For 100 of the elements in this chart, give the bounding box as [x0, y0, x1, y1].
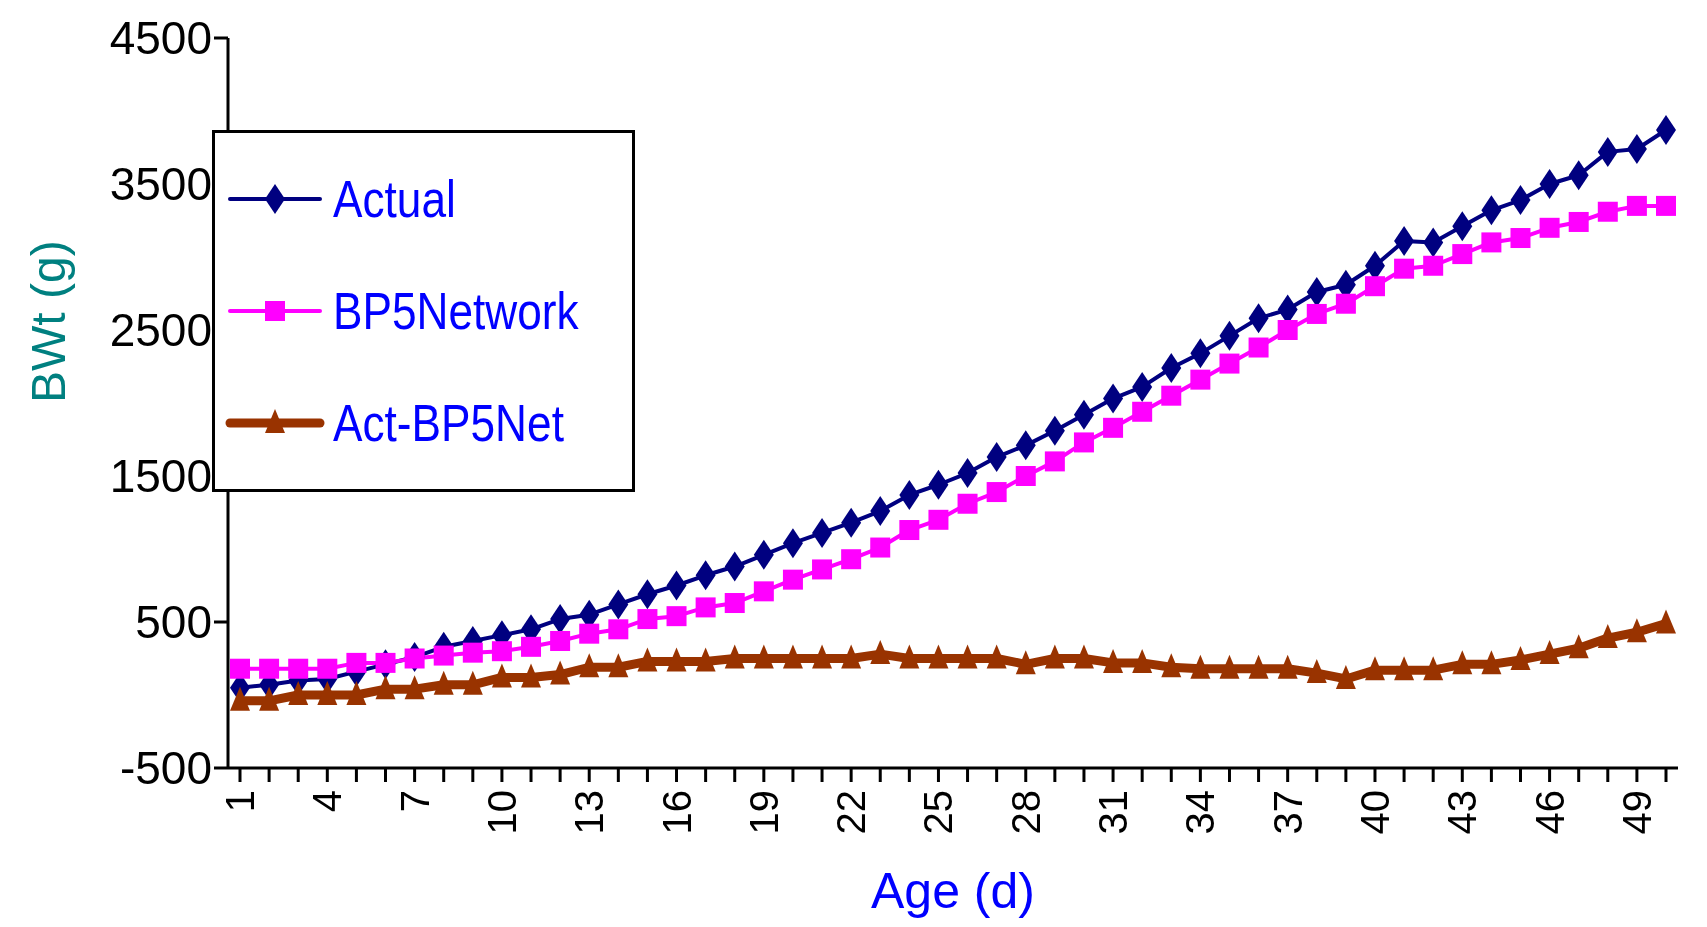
point — [1452, 244, 1473, 265]
point — [1103, 417, 1124, 438]
x-tick-label: 7 — [392, 790, 437, 813]
point — [1364, 276, 1385, 297]
point — [666, 647, 687, 672]
point — [1394, 656, 1415, 681]
point — [404, 675, 425, 700]
point — [1277, 320, 1298, 340]
point — [1510, 228, 1531, 249]
point — [346, 652, 367, 673]
x-tick-label: 4 — [305, 790, 350, 813]
point — [1277, 654, 1298, 679]
point — [957, 493, 978, 514]
point — [928, 509, 949, 530]
point — [753, 644, 774, 669]
point — [870, 537, 891, 558]
point — [375, 652, 396, 673]
point — [695, 597, 716, 618]
point — [1510, 645, 1531, 670]
point — [695, 647, 716, 672]
point — [841, 549, 862, 570]
point — [1423, 656, 1444, 681]
point — [1306, 303, 1327, 324]
point — [724, 593, 745, 614]
point — [1539, 640, 1560, 665]
x-tick-label: 31 — [1091, 790, 1136, 835]
x-tick-label: 16 — [654, 790, 699, 835]
point — [753, 581, 774, 602]
x-tick-label: 43 — [1440, 790, 1485, 835]
x-tick-label: 25 — [916, 790, 961, 835]
point — [1364, 656, 1385, 681]
point — [812, 644, 833, 669]
point — [1161, 653, 1182, 678]
point — [1219, 353, 1240, 374]
point — [957, 644, 978, 669]
point — [608, 619, 629, 640]
x-tick-label: 49 — [1614, 790, 1659, 835]
point — [782, 644, 803, 669]
point — [288, 681, 309, 705]
y-tick-label: 2500 — [109, 304, 212, 357]
point — [666, 606, 687, 627]
y-axis-title: BWt (g) — [22, 240, 76, 403]
x-tick-label: 37 — [1265, 790, 1310, 835]
point — [1539, 217, 1560, 238]
point — [1161, 385, 1182, 406]
point — [899, 644, 920, 669]
y-tick-label: -500 — [119, 742, 212, 795]
point — [1015, 650, 1036, 675]
point — [230, 658, 250, 679]
point — [1073, 432, 1094, 453]
point — [521, 636, 542, 657]
point — [375, 675, 396, 700]
point — [579, 623, 600, 644]
x-tick-label: 28 — [1003, 790, 1048, 835]
point — [1190, 654, 1211, 679]
point — [317, 681, 338, 705]
x-tick-label: 46 — [1527, 790, 1572, 835]
point — [1568, 211, 1589, 232]
legend-label: Actual — [333, 169, 456, 229]
y-tick-label: 1500 — [109, 450, 212, 503]
legend-label: BP5Network — [333, 281, 579, 341]
point — [1335, 664, 1356, 689]
point — [259, 686, 280, 711]
point — [1656, 609, 1676, 634]
point — [1335, 293, 1356, 314]
point — [986, 644, 1007, 669]
point — [404, 648, 425, 669]
point — [1423, 255, 1444, 276]
point — [1306, 659, 1327, 684]
x-tick-label: 40 — [1352, 790, 1397, 835]
point — [928, 644, 949, 669]
point — [608, 653, 629, 678]
y-tick-label: 3500 — [109, 158, 212, 211]
point — [1248, 337, 1269, 358]
point — [1568, 634, 1589, 659]
point — [462, 642, 483, 663]
point — [1481, 650, 1502, 675]
point — [1597, 201, 1618, 222]
x-tick-label: 13 — [567, 790, 612, 835]
legend-label: Act-BP5Net — [333, 393, 564, 453]
point — [1626, 195, 1647, 216]
point — [521, 663, 542, 688]
point — [1044, 644, 1065, 669]
x-tick-label: 34 — [1178, 790, 1223, 835]
point — [812, 559, 833, 580]
point — [1626, 618, 1647, 643]
point — [1452, 650, 1473, 675]
point — [491, 641, 512, 662]
y-tick-label: 4500 — [109, 12, 212, 65]
point — [637, 609, 658, 630]
point — [986, 482, 1007, 503]
point — [230, 686, 250, 711]
point — [637, 647, 658, 672]
point — [841, 644, 862, 669]
point — [870, 640, 891, 665]
point — [259, 658, 280, 679]
point — [317, 658, 338, 679]
point — [724, 644, 745, 669]
point — [550, 660, 571, 685]
point — [1539, 169, 1560, 199]
